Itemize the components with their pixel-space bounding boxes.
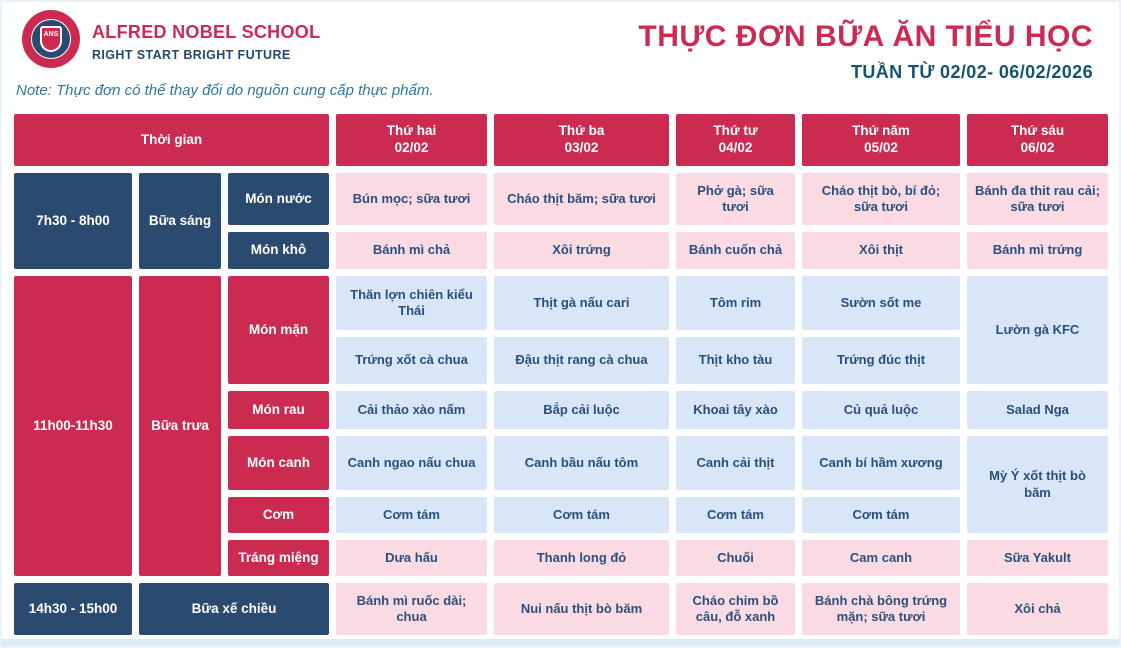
- time-column-header: Thời gian: [14, 114, 329, 166]
- dish-cell: Bánh cuốn chả: [676, 232, 795, 269]
- dish-cell: Bánh mì ruốc dài; chua: [336, 583, 487, 635]
- dish-cell: Cơm tám: [802, 497, 960, 533]
- header-bar: ANS ALFRED NOBEL SCHOOL RIGHT START BRIG…: [2, 2, 1119, 102]
- lunch-meal-label: Bữa trưa: [139, 276, 221, 576]
- day-header-friday: Thứ sáu 06/02: [967, 114, 1108, 166]
- day-header-wednesday: Thứ tư 04/02: [676, 114, 795, 166]
- course-label-mon-kho: Món khô: [228, 232, 329, 269]
- day-label: Thứ ba: [558, 123, 605, 139]
- dish-cell: Cháo chim bồ câu, đỗ xanh: [676, 583, 795, 635]
- logo-abbr: ANS: [43, 31, 59, 38]
- dish-cell: Canh cải thịt: [676, 436, 795, 490]
- day-header-tuesday: Thứ ba 03/02: [494, 114, 669, 166]
- logo-shield-icon: ANS: [40, 26, 62, 52]
- logo-inner-circle: ANS: [31, 19, 71, 59]
- dish-cell: Thanh long đỏ: [494, 540, 669, 576]
- afternoon-meal-label: Bữa xế chiều: [139, 583, 329, 635]
- breakfast-meal-label: Bữa sáng: [139, 173, 221, 269]
- course-label-mon-rau: Món rau: [228, 391, 329, 429]
- breakfast-time: 7h30 - 8h00: [14, 173, 132, 269]
- day-date: 03/02: [564, 140, 599, 155]
- day-date: 02/02: [394, 140, 429, 155]
- afternoon-time: 14h30 - 15h00: [14, 583, 132, 635]
- school-logo-icon: ANS: [22, 10, 80, 68]
- dish-cell-friday-merged: Mỳ Ý xốt thịt bò băm: [967, 436, 1108, 533]
- dish-cell: Xôi chả: [967, 583, 1108, 635]
- dish-cell: Đậu thịt rang cà chua: [494, 337, 669, 384]
- dish-cell: Cải thảo xào nấm: [336, 391, 487, 429]
- course-label-mon-canh: Món canh: [228, 436, 329, 490]
- course-label-trang-mieng: Tráng miệng: [228, 540, 329, 576]
- dish-cell: Trứng xốt cà chua: [336, 337, 487, 384]
- dish-cell: Salad Nga: [967, 391, 1108, 429]
- dish-cell: Sườn sốt me: [802, 276, 960, 330]
- dish-cell: Xôi trứng: [494, 232, 669, 269]
- day-header-monday: Thứ hai 02/02: [336, 114, 487, 166]
- day-label: Thứ hai: [386, 123, 437, 139]
- dish-cell: Bắp cải luộc: [494, 391, 669, 429]
- page-title: THỰC ĐƠN BỮA ĂN TIỂU HỌC: [638, 20, 1093, 53]
- dish-cell: Cơm tám: [336, 497, 487, 533]
- dish-cell: Cơm tám: [494, 497, 669, 533]
- day-date: 05/02: [864, 140, 898, 155]
- lunch-time: 11h00-11h30: [14, 276, 132, 576]
- dish-cell: Cơm tám: [676, 497, 795, 533]
- dish-cell: Bánh mì trứng: [967, 232, 1108, 269]
- title-block: THỰC ĐƠN BỮA ĂN TIỂU HỌC TUẦN TỪ 02/02- …: [638, 20, 1093, 83]
- day-date: 06/02: [1020, 140, 1055, 155]
- dish-cell: Trứng đúc thịt: [802, 337, 960, 384]
- dish-cell: Cháo thịt bò, bí đỏ; sữa tươi: [802, 173, 960, 225]
- week-subtitle: TUẦN TỪ 02/02- 06/02/2026: [850, 62, 1093, 82]
- dish-cell: Bún mọc; sữa tươi: [336, 173, 487, 225]
- day-label: Thứ sáu: [1010, 123, 1065, 139]
- dish-cell: Dưa hấu: [336, 540, 487, 576]
- menu-table: Thời gian Thứ hai 02/02 Thứ ba 03/02 Thứ t…: [14, 114, 1108, 635]
- dish-cell: Chuối: [676, 540, 795, 576]
- dish-cell: Cam canh: [802, 540, 960, 576]
- dish-cell: Bánh đa thit rau cải; sữa tươi: [967, 173, 1108, 225]
- note-text: Note: Thực đơn có thể thay đổi do nguồn …: [16, 82, 434, 99]
- dish-cell: Phở gà; sữa tươi: [676, 173, 795, 225]
- dish-cell: Canh bí hầm xương: [802, 436, 960, 490]
- dish-cell: Bánh chà bông trứng mặn; sữa tươi: [802, 583, 960, 635]
- dish-cell: Cháo thịt băm; sữa tươi: [494, 173, 669, 225]
- dish-cell: Thịt gà nấu cari: [494, 276, 669, 330]
- day-header-thursday: Thứ năm 05/02: [802, 114, 960, 166]
- dish-cell-friday-merged: Lườn gà KFC: [967, 276, 1108, 384]
- dish-cell: Thịt kho tàu: [676, 337, 795, 384]
- school-name: ALFRED NOBEL SCHOOL: [92, 22, 321, 42]
- dish-cell: Khoai tây xào: [676, 391, 795, 429]
- day-date: 04/02: [718, 140, 753, 155]
- day-label: Thứ năm: [852, 123, 910, 139]
- brand-text: ALFRED NOBEL SCHOOL RIGHT START BRIGHT F…: [92, 22, 320, 62]
- dish-cell: Nui nấu thịt bò băm: [494, 583, 669, 635]
- dish-cell: Thăn lợn chiên kiểu Thái: [336, 276, 487, 330]
- course-label-com: Cơm: [228, 497, 329, 533]
- dish-cell: Sữa Yakult: [967, 540, 1108, 576]
- day-label: Thứ tư: [713, 123, 758, 139]
- course-label-mon-man: Món mặn: [228, 276, 329, 384]
- dish-cell: Canh bầu nấu tôm: [494, 436, 669, 490]
- school-tagline: RIGHT START BRIGHT FUTURE: [92, 48, 291, 62]
- bottom-edge-strip: [2, 639, 1119, 646]
- dish-cell: Tôm rim: [676, 276, 795, 330]
- course-label-mon-nuoc: Món nước: [228, 173, 329, 225]
- dish-cell: Canh ngao nấu chua: [336, 436, 487, 490]
- dish-cell: Củ quả luộc: [802, 391, 960, 429]
- dish-cell: Bánh mì chả: [336, 232, 487, 269]
- dish-cell: Xôi thịt: [802, 232, 960, 269]
